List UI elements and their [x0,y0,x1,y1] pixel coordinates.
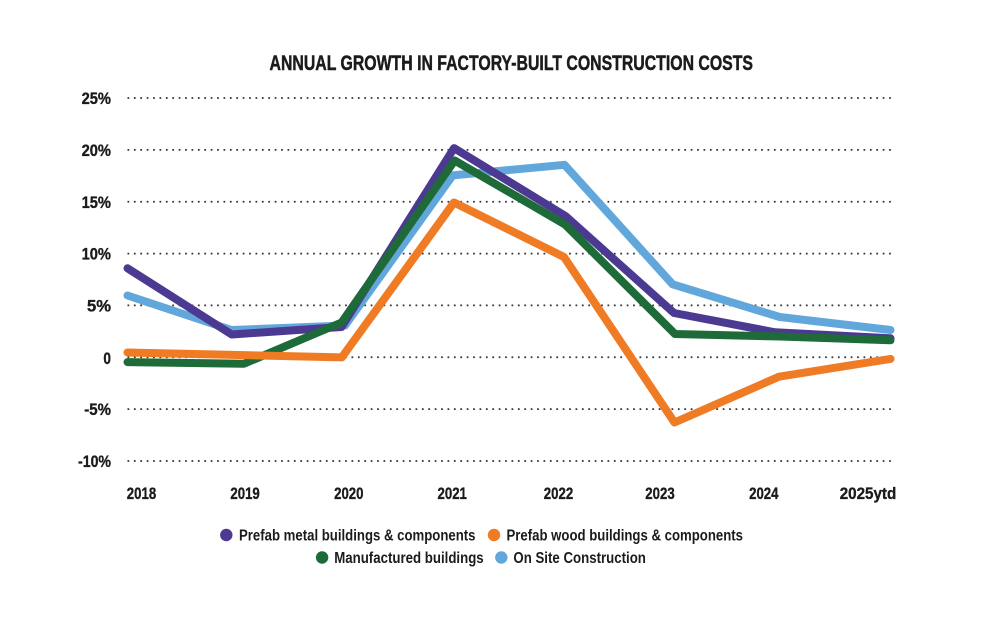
svg-text:2022: 2022 [544,484,573,503]
svg-text:2020: 2020 [334,484,363,503]
svg-text:-5%: -5% [84,400,111,419]
svg-text:25%: 25% [82,89,111,108]
svg-text:2019: 2019 [230,484,259,503]
svg-text:2018: 2018 [127,484,156,503]
svg-text:20%: 20% [82,141,111,160]
svg-text:ANNUAL GROWTH IN FACTORY-BUILT: ANNUAL GROWTH IN FACTORY-BUILT CONSTRUCT… [270,52,754,75]
svg-text:15%: 15% [82,193,111,212]
svg-text:2023: 2023 [645,484,674,503]
svg-text:2021: 2021 [438,484,467,503]
svg-text:Prefab metal buildings & compo: Prefab metal buildings & components [239,528,476,545]
svg-text:-10%: -10% [78,452,111,471]
svg-text:Prefab wood buildings & compon: Prefab wood buildings & components [507,528,744,545]
svg-text:Manufactured buildings: Manufactured buildings [334,550,484,567]
svg-text:10%: 10% [82,245,111,264]
svg-text:0: 0 [103,349,111,368]
svg-text:2025ytd: 2025ytd [840,484,897,503]
svg-text:On Site Construction: On Site Construction [513,550,646,567]
svg-text:5%: 5% [87,297,111,316]
svg-text:2024: 2024 [749,484,779,503]
